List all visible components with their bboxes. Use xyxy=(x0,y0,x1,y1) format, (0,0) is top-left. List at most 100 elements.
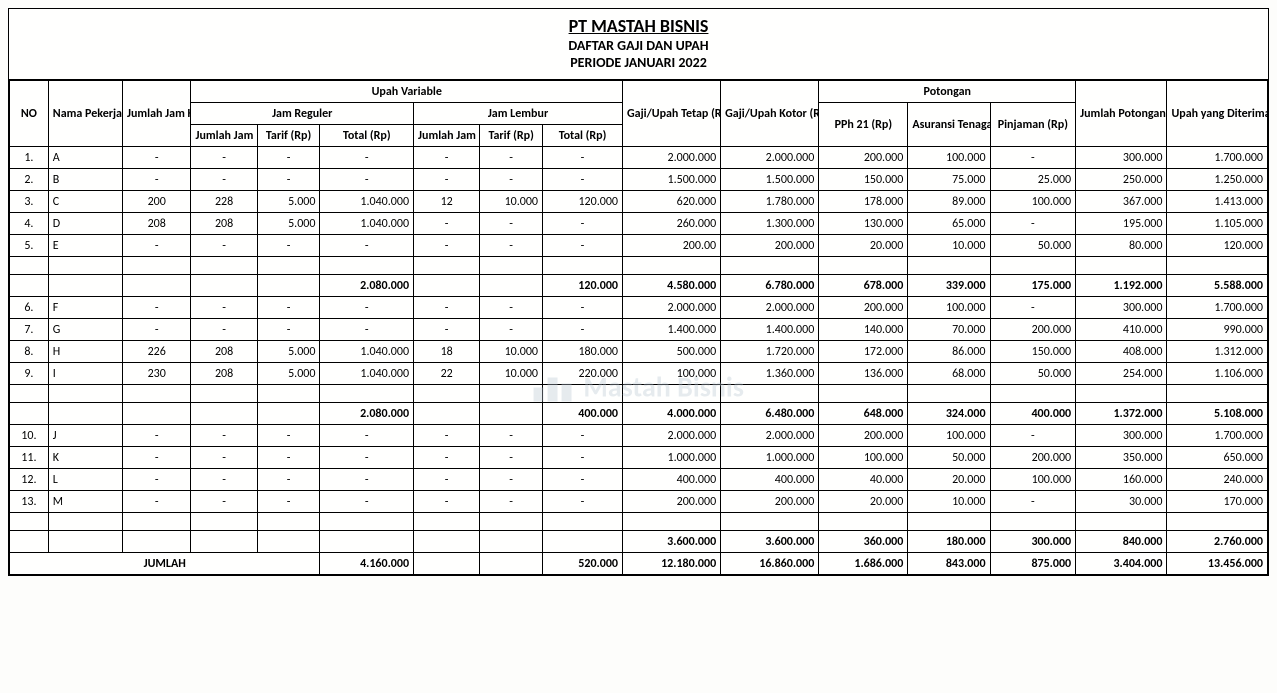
cell-jjk: - xyxy=(122,447,190,469)
cell-asur: 68.000 xyxy=(908,363,990,385)
cell-jpot: 300.000 xyxy=(1076,147,1167,169)
cell-reg-jj: 228 xyxy=(191,191,257,213)
cell-jjk: - xyxy=(122,297,190,319)
cell-lem-tarif: 10.000 xyxy=(480,341,543,363)
cell-nama: F xyxy=(48,297,122,319)
cell-empty xyxy=(191,403,257,425)
cell-empty xyxy=(191,531,257,553)
cell-empty xyxy=(257,531,320,553)
cell-lem-total: - xyxy=(543,147,623,169)
cell-jjk: 208 xyxy=(122,213,190,235)
cell-reg-jj: - xyxy=(191,297,257,319)
cell-pph: 40.000 xyxy=(819,469,908,491)
cell-pinj: 50.000 xyxy=(990,235,1076,257)
cell-pinj: 150.000 xyxy=(990,341,1076,363)
sub-jpot: 1.192.000 xyxy=(1076,275,1167,297)
grand-pph: 1.686.000 xyxy=(819,553,908,575)
cell-lem-jj: - xyxy=(414,319,480,341)
cell-uyd: 990.000 xyxy=(1167,319,1268,341)
sub-kotor: 6.780.000 xyxy=(721,275,819,297)
cell-reg-total: 1.040.000 xyxy=(320,363,414,385)
cell-kotor: 200.000 xyxy=(721,491,819,513)
sub-kotor: 6.480.000 xyxy=(721,403,819,425)
cell-reg-total: - xyxy=(320,297,414,319)
col-lem-total: Total (Rp) xyxy=(543,125,623,147)
spacer-row xyxy=(10,385,1268,403)
sub-tetap: 4.580.000 xyxy=(623,275,721,297)
grand-total-row: JUMLAH4.160.000520.00012.180.00016.860.0… xyxy=(10,553,1268,575)
cell-reg-tarif: 5.000 xyxy=(257,341,320,363)
cell-pinj: - xyxy=(990,213,1076,235)
cell-reg-tarif: - xyxy=(257,235,320,257)
cell-reg-total: - xyxy=(320,169,414,191)
cell-pinj: - xyxy=(990,491,1076,513)
cell-lem-tarif: - xyxy=(480,235,543,257)
cell-no: 10. xyxy=(10,425,49,447)
grand-uyd: 13.456.000 xyxy=(1167,553,1268,575)
cell-jjk: - xyxy=(122,147,190,169)
cell-nama: E xyxy=(48,235,122,257)
cell-lem-tarif: - xyxy=(480,169,543,191)
spacer-row xyxy=(10,513,1268,531)
cell-lem-tarif: - xyxy=(480,319,543,341)
cell-lem-tarif: - xyxy=(480,491,543,513)
cell-reg-tarif: - xyxy=(257,169,320,191)
cell-asur: 20.000 xyxy=(908,469,990,491)
cell-lem-tarif: - xyxy=(480,147,543,169)
cell-nama: B xyxy=(48,169,122,191)
sub-pph: 360.000 xyxy=(819,531,908,553)
cell-lem-tarif: - xyxy=(480,213,543,235)
cell-empty xyxy=(122,403,190,425)
cell-empty xyxy=(10,275,49,297)
cell-pinj: 50.000 xyxy=(990,363,1076,385)
grand-jpot: 3.404.000 xyxy=(1076,553,1167,575)
cell-reg-jj: - xyxy=(191,235,257,257)
cell-kotor: 1.400.000 xyxy=(721,319,819,341)
cell-pinj: 25.000 xyxy=(990,169,1076,191)
cell-asur: 86.000 xyxy=(908,341,990,363)
cell-reg-total: 1.040.000 xyxy=(320,213,414,235)
cell-lem-tarif: - xyxy=(480,447,543,469)
grand-asur: 843.000 xyxy=(908,553,990,575)
cell-nama: L xyxy=(48,469,122,491)
cell-uyd: 170.000 xyxy=(1167,491,1268,513)
col-reg-tarif: Tarif (Rp) xyxy=(257,125,320,147)
cell-reg-total: - xyxy=(320,447,414,469)
cell-pinj: 100.000 xyxy=(990,469,1076,491)
table-row: 1.A-------2.000.0002.000.000200.000100.0… xyxy=(10,147,1268,169)
cell-tetap: 200.000 xyxy=(623,491,721,513)
cell-empty xyxy=(10,531,49,553)
col-jjk: Jumlah Jam Kerja xyxy=(122,81,190,147)
cell-pinj: 100.000 xyxy=(990,191,1076,213)
cell-pinj: - xyxy=(990,147,1076,169)
cell-kotor: 1.360.000 xyxy=(721,363,819,385)
cell-uyd: 1.250.000 xyxy=(1167,169,1268,191)
cell-kotor: 1.780.000 xyxy=(721,191,819,213)
cell-no: 13. xyxy=(10,491,49,513)
col-asur: Asuransi Tenaga Kerja (Rp) xyxy=(908,103,990,147)
cell-tetap: 1.400.000 xyxy=(623,319,721,341)
table-row: 9.I2302085.0001.040.0002210.000220.00010… xyxy=(10,363,1268,385)
cell-kotor: 1.500.000 xyxy=(721,169,819,191)
col-reg-jj: Jumlah Jam xyxy=(191,125,257,147)
sub-asur: 339.000 xyxy=(908,275,990,297)
sub-reg-total: 2.080.000 xyxy=(320,403,414,425)
cell-jjk: 226 xyxy=(122,341,190,363)
cell-lem-jj: - xyxy=(414,297,480,319)
cell-lem-tarif: - xyxy=(480,469,543,491)
cell-no: 5. xyxy=(10,235,49,257)
cell-pph: 136.000 xyxy=(819,363,908,385)
cell-jjk: - xyxy=(122,491,190,513)
cell-tetap: 620.000 xyxy=(623,191,721,213)
cell-lem-total: - xyxy=(543,213,623,235)
col-jpot: Jumlah Potongan (Rp) xyxy=(1076,81,1167,147)
cell-reg-tarif: - xyxy=(257,425,320,447)
sub-asur: 180.000 xyxy=(908,531,990,553)
spacer-row xyxy=(10,257,1268,275)
cell-reg-jj: - xyxy=(191,491,257,513)
cell-reg-tarif: - xyxy=(257,319,320,341)
cell-nama: G xyxy=(48,319,122,341)
cell-lem-jj: 12 xyxy=(414,191,480,213)
col-uyd: Upah yang Diterima (Rp) xyxy=(1167,81,1268,147)
col-tetap: Gaji/Upah Tetap (Rp) xyxy=(623,81,721,147)
